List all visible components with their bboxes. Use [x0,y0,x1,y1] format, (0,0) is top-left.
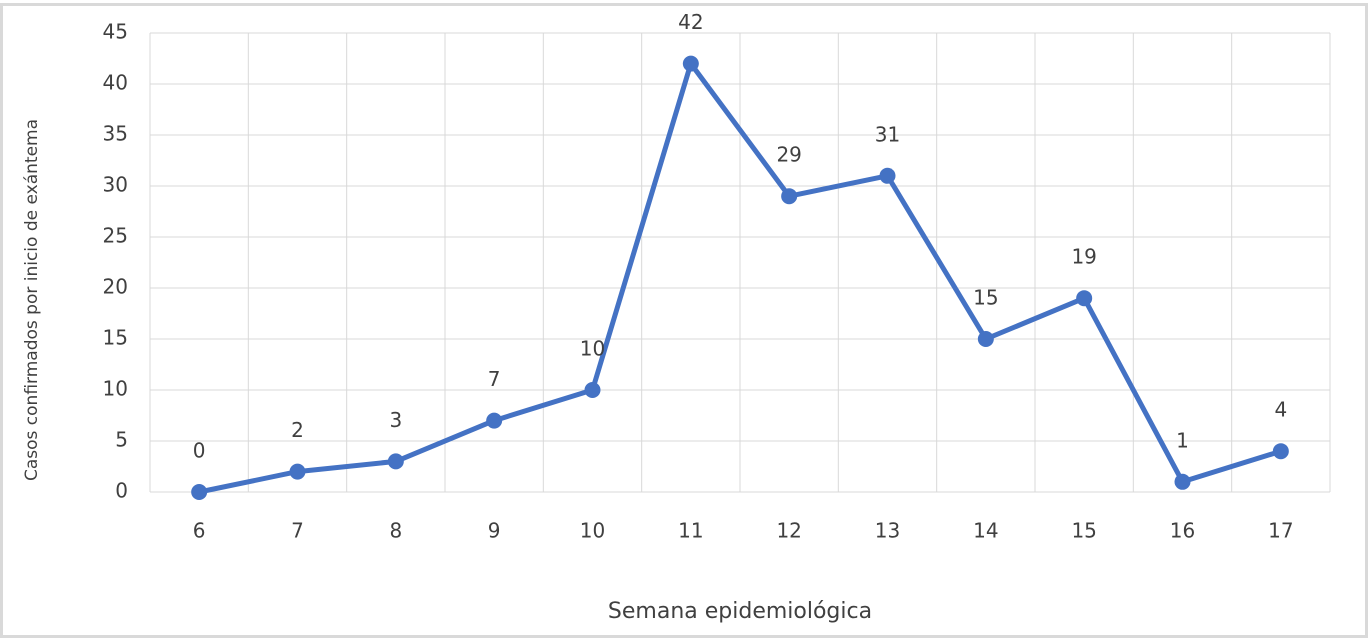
data-label: 29 [776,143,801,167]
y-tick-label: 40 [103,71,128,95]
data-label: 19 [1071,245,1096,269]
data-label: 10 [580,337,605,361]
y-tick-label: 35 [103,122,128,146]
data-label: 0 [193,439,206,463]
data-point [1076,290,1093,307]
y-tick-label: 0 [115,479,128,503]
data-point [289,463,306,480]
x-tick-label: 14 [973,519,998,543]
y-tick-label: 45 [103,20,128,44]
data-point [1174,473,1191,490]
data-label: 31 [875,122,900,146]
x-tick-label: 17 [1268,519,1293,543]
data-label: 3 [389,408,402,432]
x-tick-label: 15 [1071,519,1096,543]
x-tick-label: 13 [875,519,900,543]
data-point [977,331,994,347]
x-tick-label: 8 [389,519,402,543]
data-point [682,55,699,72]
chart-frame [0,3,1368,638]
x-tick-label: 9 [488,519,501,543]
data-point [781,188,798,205]
data-point [584,382,601,398]
data-label: 4 [1274,398,1287,422]
data-label: 7 [488,367,501,391]
x-tick-label: 6 [193,519,206,543]
y-tick-label: 30 [103,173,128,197]
data-label: 1 [1176,428,1189,452]
data-point [879,167,896,184]
y-axis-label: Casos confirmados por inicio de exántema [22,119,42,481]
data-point [1272,443,1289,460]
data-label: 2 [291,418,304,442]
y-tick-label: 10 [103,377,128,401]
x-tick-label: 16 [1170,519,1195,543]
y-tick-label: 5 [115,428,128,452]
data-point [486,412,503,429]
x-tick-label: 7 [291,519,304,543]
x-tick-label: 10 [580,519,605,543]
x-tick-label: 12 [776,519,801,543]
data-label: 15 [973,286,998,310]
y-tick-label: 20 [103,275,128,299]
x-tick-label: 11 [678,519,703,543]
data-point [191,484,208,500]
y-tick-label: 15 [103,326,128,350]
y-tick-label: 25 [103,224,128,248]
x-axis-label: Semana epidemiológica [608,599,872,624]
data-point [387,453,404,470]
data-label: 42 [678,10,703,34]
series-line [198,61,1282,495]
